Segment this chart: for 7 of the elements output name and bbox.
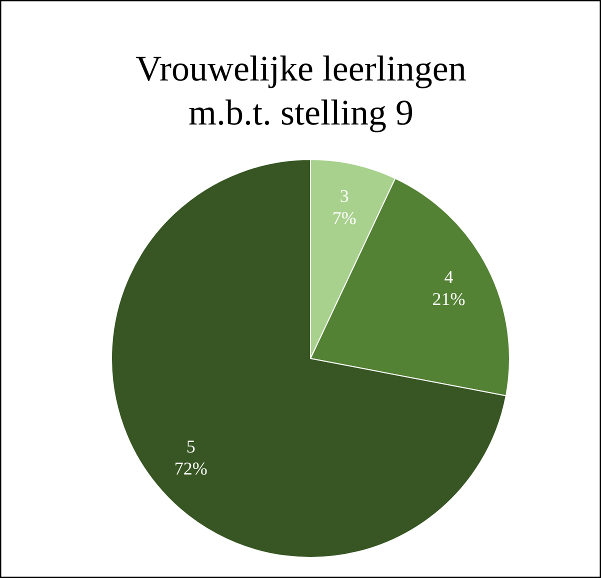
chart-title: Vrouwelijke leerlingen m.b.t. stelling 9 xyxy=(136,48,466,132)
data-label: 21% xyxy=(432,289,466,310)
slice-label: 3 xyxy=(340,186,349,206)
data-label: 72% xyxy=(174,458,208,478)
data-label: 7% xyxy=(332,208,356,228)
slice-label: 5 xyxy=(186,436,196,456)
slice-label: 4 xyxy=(444,267,454,288)
